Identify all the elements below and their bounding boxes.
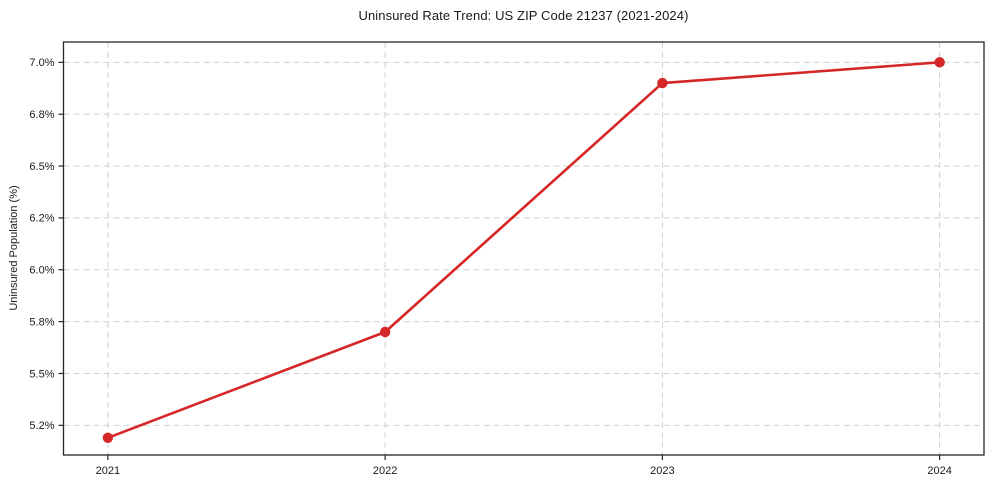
chart-title: Uninsured Rate Trend: US ZIP Code 21237 … [358,8,689,23]
y-tick-label: 6.8% [29,109,54,121]
y-tick-label: 5.5% [29,368,54,380]
data-point [102,432,114,443]
data-point [934,57,945,68]
x-tick-label: 2023 [650,465,674,477]
y-tick-label: 5.2% [29,420,54,432]
axis-spines [62,41,985,456]
x-tick-label: 2021 [96,465,120,477]
y-tick-label: 5.8% [29,316,54,328]
y-tick-label: 6.0% [29,265,54,277]
y-tick-label: 6.5% [29,161,54,173]
data-point [379,326,391,338]
y-tick-label: 7.0% [29,57,54,69]
y-tick-label: 6.2% [29,213,54,225]
x-tick-label: 2024 [927,465,951,477]
data-line [106,61,941,440]
data-point [657,77,668,89]
x-tick-label: 2022 [373,465,397,477]
